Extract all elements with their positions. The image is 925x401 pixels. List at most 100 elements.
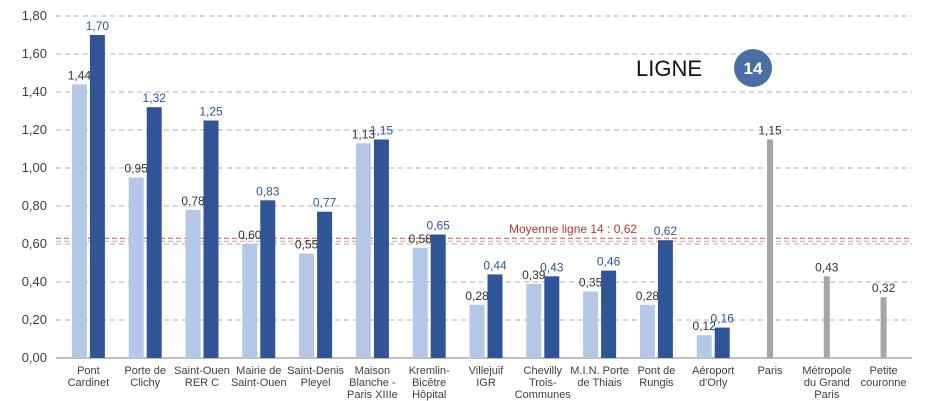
data-label: 0,43	[815, 260, 839, 274]
bar	[583, 291, 599, 358]
category-label: Saint-Ouen	[231, 377, 287, 389]
category-label: couronne	[861, 377, 907, 389]
y-tick-label: 0,00	[22, 350, 47, 365]
reference-bar	[767, 139, 773, 358]
data-label: 1,44	[68, 68, 92, 82]
category-label: Pleyel	[301, 377, 331, 389]
data-label: 0,44	[483, 258, 507, 272]
bar	[146, 107, 162, 358]
data-label: 1,13	[352, 127, 376, 141]
category-label: M.I.N. Porte	[570, 365, 629, 377]
category-label: Maison	[355, 365, 390, 377]
category-label: RER C	[185, 377, 219, 389]
data-label: 0,62	[654, 224, 678, 238]
data-label: 1,25	[199, 105, 223, 119]
average-line-label: Moyenne ligne 14 : 0,62	[509, 222, 637, 236]
bar	[242, 244, 258, 358]
category-label: Blanche -	[349, 377, 396, 389]
category-label: Mairie de	[236, 365, 281, 377]
y-tick-label: 1,20	[22, 122, 47, 137]
category-label: Villejuif	[469, 365, 505, 377]
category-label: Paris	[757, 365, 783, 377]
category-label: Trois-	[529, 377, 557, 389]
y-tick-label: 0,60	[22, 236, 47, 251]
chart-title: LIGNE	[636, 56, 702, 81]
y-tick-label: 1,40	[22, 84, 47, 99]
bar	[185, 209, 201, 358]
data-label: 0,46	[597, 255, 621, 269]
bar	[714, 327, 730, 358]
data-label: 0,43	[540, 260, 564, 274]
line-badge-number: 14	[744, 59, 763, 78]
data-label: 0,39	[522, 268, 546, 282]
category-label: Cardinet	[68, 377, 110, 389]
data-label: 0,77	[313, 196, 337, 210]
bar	[299, 253, 315, 358]
bar	[544, 276, 560, 358]
data-label: 0,78	[181, 194, 205, 208]
average-line-group: Moyenne ligne 14 : 0,62	[56, 222, 912, 242]
data-label: 1,15	[370, 124, 394, 138]
category-label: Métropole	[802, 365, 851, 377]
category-label: d'Orly	[699, 377, 728, 389]
bar	[526, 283, 542, 358]
bar	[89, 35, 105, 358]
bar	[317, 211, 333, 358]
category-label: Saint-Denis	[287, 365, 344, 377]
y-tick-label: 1,60	[22, 46, 47, 61]
bar	[260, 200, 276, 358]
data-label: 0,58	[409, 232, 433, 246]
category-label: du Grand	[804, 377, 850, 389]
line-badge-icon	[734, 49, 772, 87]
bar	[639, 304, 655, 358]
data-label: 0,60	[238, 228, 262, 242]
bar	[601, 270, 617, 358]
bar	[373, 139, 389, 358]
category-label: Communes	[515, 389, 572, 401]
category-label: Paris	[814, 389, 840, 401]
y-tick-label: 0,80	[22, 198, 47, 213]
data-label: 0,28	[465, 289, 489, 303]
data-label: 0,35	[579, 276, 603, 290]
bar	[203, 120, 219, 358]
category-label: Kremlin-	[409, 365, 450, 377]
y-axis: 0,00 0,20 0,40 0,60 0,80 1,00 1,20 1,40 1,60 1,80	[22, 8, 47, 365]
data-label: 1,70	[86, 19, 110, 33]
category-label: Chevilly	[524, 365, 563, 377]
category-label: Hôpital	[412, 389, 446, 401]
bar	[696, 335, 712, 358]
y-tick-label: 1,80	[22, 8, 47, 23]
category-label: Pont de	[637, 365, 675, 377]
category-label: Aéroport	[692, 365, 734, 377]
data-label: 0,55	[295, 238, 319, 252]
reference-bar	[880, 297, 887, 358]
reference-bar	[823, 276, 830, 358]
y-tick-label: 1,00	[22, 160, 47, 175]
bar	[430, 234, 446, 358]
category-label: Petite	[870, 365, 898, 377]
data-label: 1,15	[758, 124, 782, 138]
bar	[71, 84, 87, 359]
category-label: Porte de	[124, 365, 166, 377]
bar	[412, 247, 428, 358]
y-tick-label: 0,40	[22, 274, 47, 289]
bars: 1,44 1,70 0,95 1,32 0,78 1,25 0,60 0,83 0,55 0,77…	[68, 19, 896, 359]
category-label: Rungis	[639, 377, 674, 389]
data-label: 0,12	[693, 319, 717, 333]
data-label: 0,28	[636, 289, 660, 303]
category-label: Clichy	[130, 377, 160, 389]
bar	[657, 240, 673, 358]
category-label: Pont	[77, 365, 100, 377]
data-label: 1,32	[143, 91, 167, 105]
category-label: IGR	[476, 377, 496, 389]
data-label: 0,83	[256, 184, 280, 198]
category-label: Paris XIIIe	[347, 389, 398, 401]
data-label: 0,95	[125, 162, 149, 176]
data-label: 0,65	[427, 219, 451, 233]
category-label: Saint-Ouen	[174, 365, 230, 377]
category-label: Bicêtre	[412, 377, 446, 389]
y-tick-label: 0,20	[22, 312, 47, 327]
data-label: 0,16	[711, 312, 735, 326]
category-label: de Thiais	[577, 377, 622, 389]
